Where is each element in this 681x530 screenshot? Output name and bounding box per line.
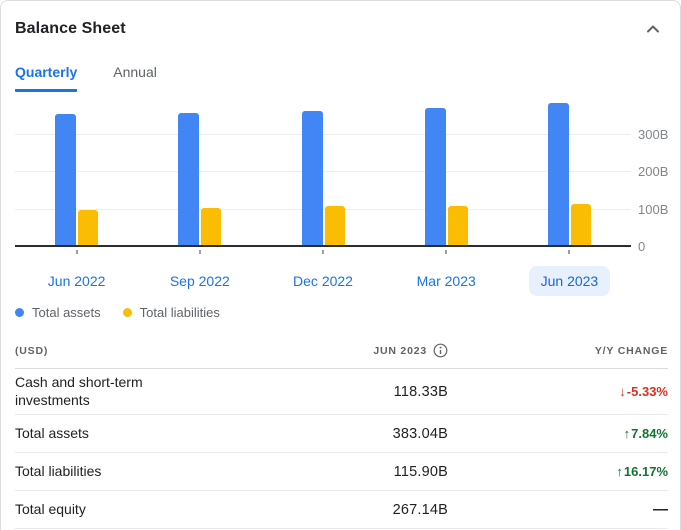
column-header-period: JUN 2023 [298,343,448,358]
change-arrow-icon: ↑ [616,464,623,479]
row-change: ↑7.84% [623,426,668,441]
x-axis-cell: Jun 2022 [15,263,138,299]
total-assets-bar[interactable] [55,113,77,247]
gridline [15,171,631,172]
x-axis-label[interactable]: Jun 2022 [47,273,106,289]
x-axis-cell: Mar 2023 [385,263,508,299]
axis-tick [198,250,201,254]
x-axis-label[interactable]: Dec 2022 [293,273,353,289]
row-value: 115.90B [393,463,448,480]
row-value: 118.33B [393,383,448,400]
column-header-change: Y/Y CHANGE [594,344,668,357]
legend-item: Total liabilities [122,305,220,320]
x-axis-labels: Jun 2022 Sep 2022 Dec 2022 Mar 2023 Jun … [15,263,631,299]
chevron-up-icon [641,25,665,44]
y-axis-tick-label: 100B [638,201,669,217]
row-change: ↓-5.33% [619,384,668,399]
bar-group [508,97,631,254]
row-change: — [653,501,668,518]
total-assets-bar[interactable] [178,112,200,247]
change-arrow-icon: ↓ [619,384,626,399]
x-axis-cell: Sep 2022 [138,263,261,299]
tab-annual[interactable]: Annual [113,64,157,80]
period-tabs: Quarterly Annual [15,64,193,92]
legend-item: Total assets [15,305,101,320]
row-change: ↑16.17% [616,464,668,479]
x-axis-cell: Dec 2022 [261,263,384,299]
total-liabilities-bar[interactable] [201,208,222,247]
table-header-row: (USD) JUN 2023 Y/Y CHANGE [15,333,668,369]
total-liabilities-bar[interactable] [78,209,99,247]
x-axis-label[interactable]: Mar 2023 [416,273,476,289]
balance-sheet-table: (USD) JUN 2023 Y/Y CHANGE Cash and short… [1,333,680,529]
x-axis-label[interactable]: Sep 2022 [169,273,230,289]
row-label: Total assets [15,424,89,441]
total-assets-bar[interactable] [424,108,446,247]
bar-group [261,97,384,254]
y-axis-tick-label: 200B [638,164,669,179]
axis-tick [445,250,448,254]
total-liabilities-bar[interactable] [324,206,345,247]
x-axis-line [15,245,631,247]
column-header-usd: (USD) [15,344,49,357]
legend-label: Total assets [32,305,101,320]
change-arrow-icon: ↑ [623,426,631,441]
row-label: Total equity [15,500,86,517]
row-value: 383.04B [392,425,448,442]
total-assets-bar[interactable] [301,110,323,247]
total-assets-bar[interactable] [547,103,569,247]
chart-legend: Total assets Total liabilities [15,305,220,320]
tab-quarterly[interactable]: Quarterly [15,64,78,92]
axis-tick [75,250,78,254]
x-axis-cell: Jun 2023 [508,263,631,299]
x-axis-label[interactable]: Jun 2023 [528,266,611,296]
table-row: Total liabilities 115.90B ↑16.17% [15,453,668,491]
y-axis-tick-label: 300B [638,126,669,142]
page-title: Balance Sheet [15,20,126,37]
bar-group [385,97,508,254]
bar-group [15,97,138,254]
row-value: 267.14B [392,501,448,518]
axis-tick [568,250,571,254]
legend-dot-icon [122,308,132,317]
table-row: Total equity 267.14B — [15,491,668,529]
bar-group [138,97,261,254]
legend-dot-icon [15,308,24,317]
row-label: Total liabilities [15,462,102,479]
collapse-button[interactable] [640,17,666,43]
balance-sheet-chart: 300B 200B 100B 0 [1,97,680,254]
y-axis-tick-label: 0 [638,239,646,254]
gridline [15,133,631,135]
chart-plot-area [15,97,631,254]
row-label: Cash and short-term investments [15,373,143,408]
axis-tick [322,250,324,254]
total-liabilities-bar[interactable] [447,205,468,247]
gridline [15,208,631,210]
total-liabilities-bar[interactable] [570,203,591,247]
legend-label: Total liabilities [139,305,220,320]
info-icon[interactable] [433,343,448,358]
table-row: Total assets 383.04B ↑7.84% [15,415,668,453]
table-row: Cash and short-term investments 118.33B … [15,369,668,415]
